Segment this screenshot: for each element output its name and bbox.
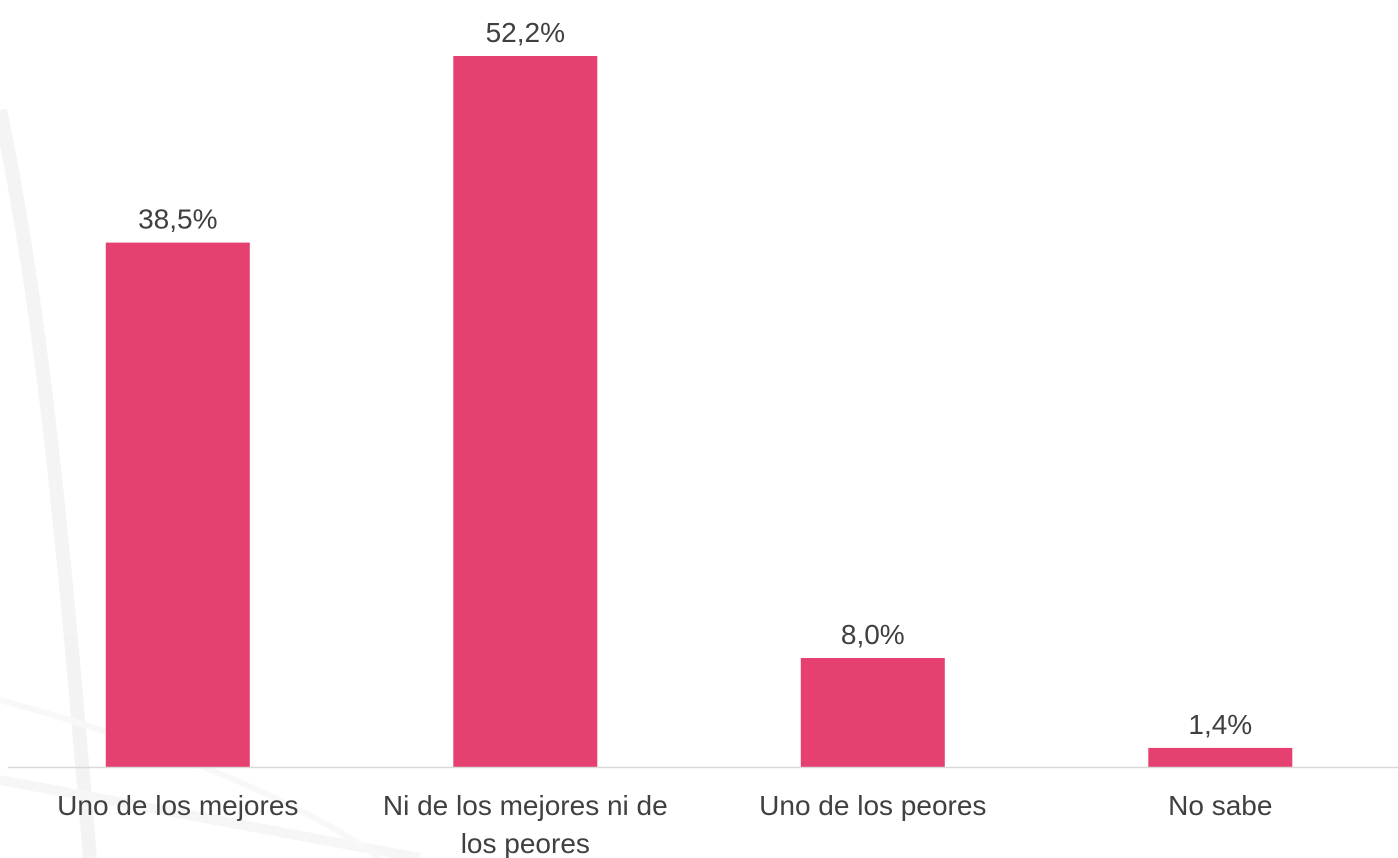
data-label-3: 8,0% [841, 619, 905, 650]
bar-4 [1148, 748, 1292, 767]
bar-2 [453, 56, 597, 767]
bars-layer [106, 56, 1293, 767]
data-label-1: 38,5% [138, 204, 217, 235]
category-label-line: Uno de los mejores [57, 790, 298, 821]
category-label-4: No sabe [1168, 790, 1272, 821]
bar-1 [106, 243, 250, 767]
data-label-2: 52,2% [486, 17, 565, 48]
category-label-line: Uno de los peores [759, 790, 986, 821]
data-labels-layer: 38,5% 52,2% 8,0% 1,4% [138, 17, 1252, 740]
category-label-1: Uno de los mejores [57, 790, 298, 821]
data-label-4: 1,4% [1188, 709, 1252, 740]
category-label-line: los peores [461, 828, 590, 858]
category-label-2: Ni de los mejores ni de los peores [383, 790, 668, 858]
bar-3 [801, 658, 945, 767]
category-label-line: No sabe [1168, 790, 1272, 821]
category-label-3: Uno de los peores [759, 790, 986, 821]
category-label-line: Ni de los mejores ni de [383, 790, 668, 821]
